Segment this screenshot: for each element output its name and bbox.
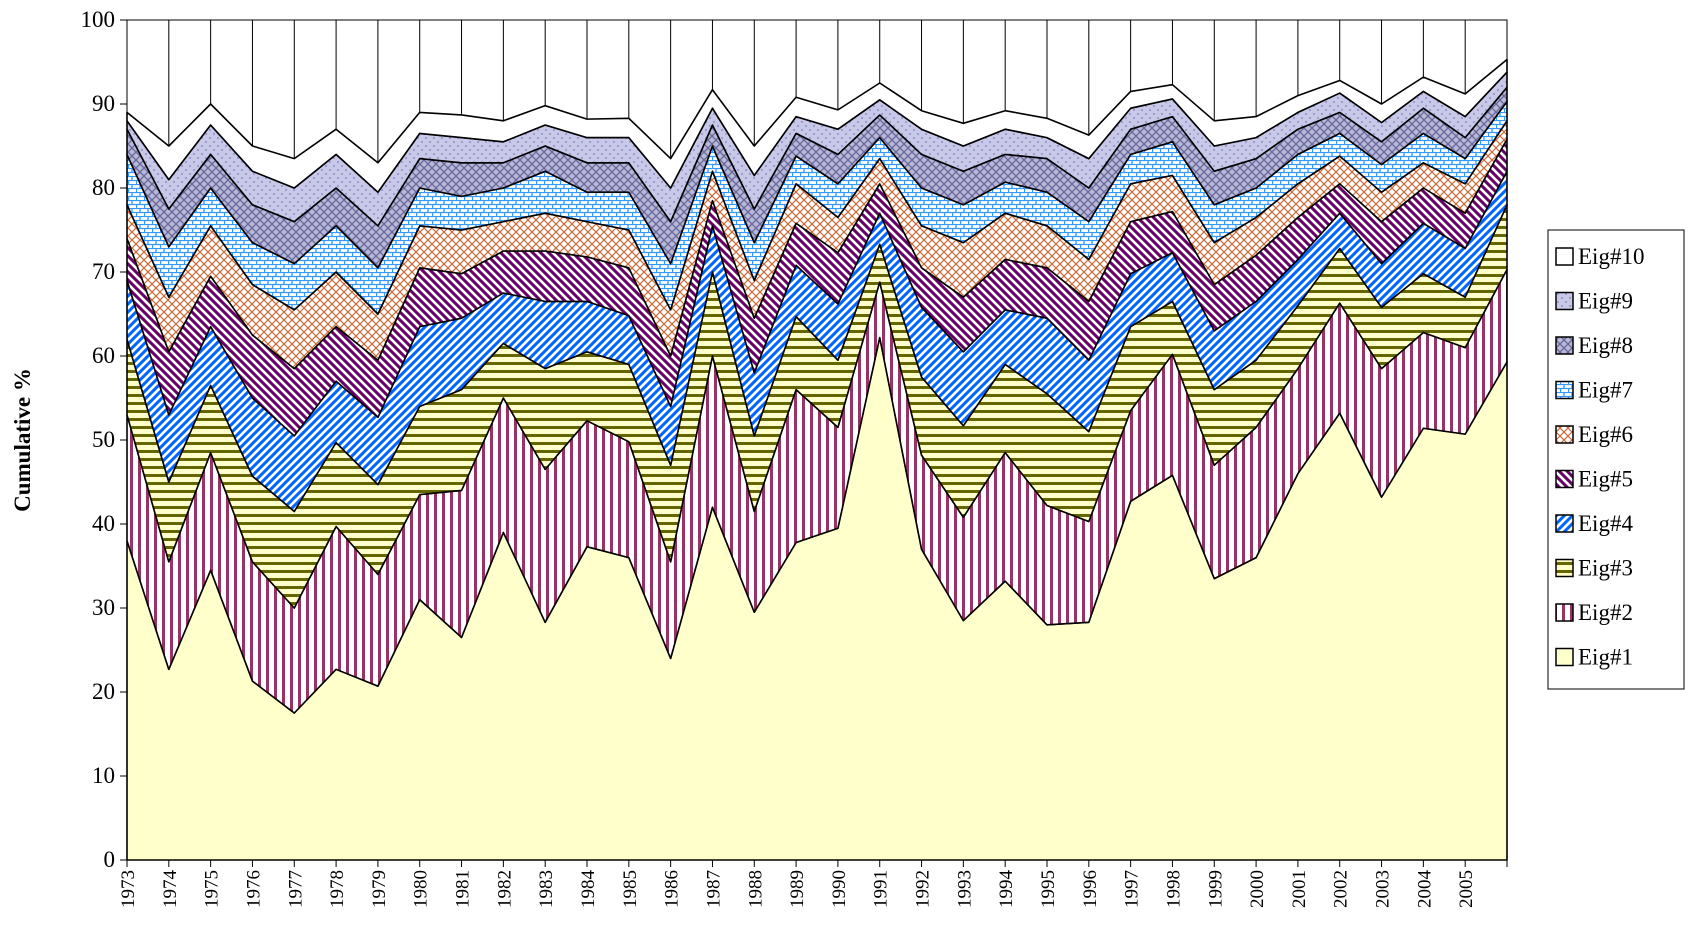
legend-label: Eig#5 [1578, 467, 1633, 492]
legend-swatch [1555, 603, 1574, 622]
x-tick-label: 1991 [871, 870, 892, 908]
x-tick-label: 1994 [996, 870, 1017, 909]
x-tick-label: 1975 [202, 870, 223, 908]
x-tick-label: 1979 [369, 870, 390, 908]
area [126, 58, 1508, 193]
x-tick-label: 1997 [1122, 870, 1143, 908]
x-tick-label: 1978 [327, 870, 348, 908]
x-tick-label: 2001 [1289, 870, 1310, 908]
x-tick-label: 1999 [1205, 870, 1226, 908]
legend-swatch [1555, 336, 1574, 355]
y-tick-label: 30 [92, 595, 115, 620]
y-axis-title: Cumulative % [10, 368, 35, 512]
x-tick-label: 1983 [536, 870, 557, 908]
legend-swatch [1555, 291, 1574, 311]
x-tick-label: 1995 [1038, 870, 1059, 908]
y-tick-label: 40 [92, 511, 115, 536]
y-tick-label: 90 [92, 91, 115, 116]
x-tick-label: 1989 [787, 870, 808, 908]
x-tick-label: 1986 [662, 870, 683, 908]
x-tick-label: 1976 [243, 870, 264, 908]
legend-swatch [1555, 247, 1574, 266]
x-tick-label: 1992 [913, 870, 934, 908]
legend-label: Eig#2 [1578, 600, 1633, 625]
x-tick-label: 1984 [578, 870, 599, 909]
x-tick-label: 1977 [285, 870, 306, 908]
x-tick-label: 2004 [1414, 870, 1435, 909]
y-tick-label: 20 [92, 679, 115, 704]
legend-label: Eig#4 [1578, 511, 1633, 536]
y-tick-label: 0 [104, 847, 116, 872]
x-tick-label: 1985 [620, 870, 641, 908]
y-tick-label: 50 [92, 427, 115, 452]
x-tick-label: 1981 [453, 870, 474, 908]
legend-label: Eig#7 [1578, 378, 1633, 403]
y-tick-label: 60 [92, 343, 115, 368]
legend-swatch [1555, 558, 1574, 578]
legend-swatch [1555, 380, 1574, 400]
x-tick-label: 1988 [745, 870, 766, 908]
legend-label: Eig#3 [1578, 556, 1633, 581]
y-tick-label: 80 [92, 175, 115, 200]
legend-label: Eig#1 [1578, 645, 1633, 670]
x-tick-label: 2000 [1247, 870, 1268, 908]
x-tick-label: 1998 [1163, 870, 1184, 908]
legend-label: Eig#6 [1578, 422, 1633, 447]
x-tick-label: 1990 [829, 870, 850, 908]
legend-label: Eig#9 [1578, 289, 1633, 314]
x-tick-label: 2003 [1373, 870, 1394, 908]
legend-swatch [1555, 469, 1574, 489]
y-tick-label: 70 [92, 259, 115, 284]
x-tick-label: 1980 [411, 870, 432, 908]
x-tick-label: 1974 [160, 870, 181, 909]
x-tick-label: 1993 [954, 870, 975, 908]
y-tick-label: 10 [92, 763, 115, 788]
x-tick-label: 2005 [1456, 870, 1477, 908]
y-tick-label: 100 [81, 7, 116, 32]
legend-swatch [1555, 425, 1574, 444]
x-tick-label: 1973 [118, 870, 139, 908]
x-tick-label: 1982 [494, 870, 515, 908]
legend-label: Eig#8 [1578, 333, 1633, 358]
x-tick-label: 1987 [703, 870, 724, 908]
legend-swatch [1555, 647, 1574, 667]
x-tick-label: 1996 [1080, 870, 1101, 908]
x-tick-label: 2002 [1331, 870, 1352, 908]
legend-label: Eig#10 [1578, 244, 1644, 269]
legend-swatch [1555, 514, 1574, 533]
